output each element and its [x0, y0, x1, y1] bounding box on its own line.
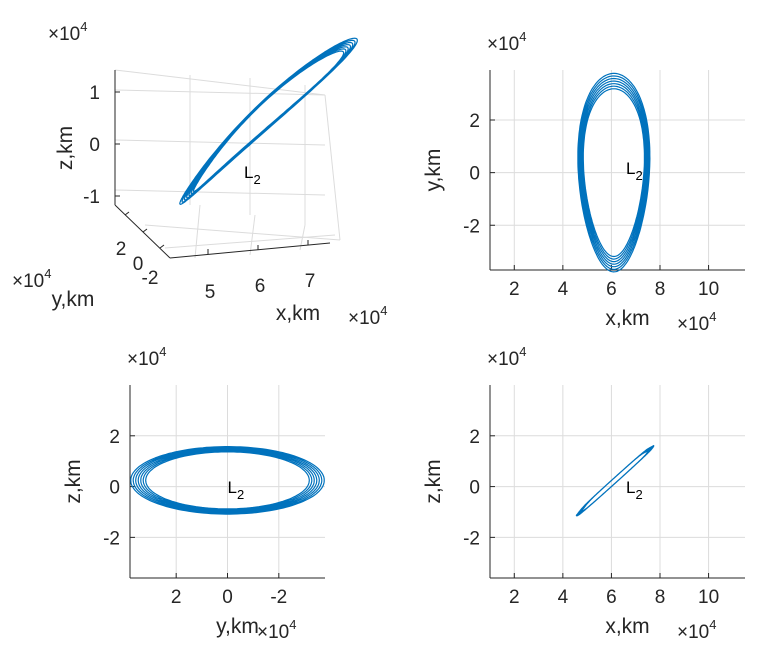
axes: [489, 385, 745, 579]
grid-lines: [490, 70, 745, 270]
panel-xz-projection: 2 4 6 8 10 2 0 -2 x,km z,km ×104 ×104 L2: [422, 344, 745, 643]
svg-text:×104: ×104: [12, 266, 51, 292]
y-exponent-label: ×104: [12, 266, 51, 292]
l2-annotation: L2: [626, 159, 643, 183]
y-tick-label: 2: [109, 427, 120, 448]
x-tick-label: 10: [698, 587, 719, 608]
grid-3d: [114, 69, 341, 259]
svg-text:×104: ×104: [348, 303, 387, 329]
x-tick-label: 8: [655, 587, 666, 608]
x-tick-label: 0: [222, 587, 233, 608]
y-axis-label: y,km: [422, 149, 445, 192]
y-tick-label: -2: [463, 528, 480, 549]
x-exponent-label: ×104: [677, 309, 716, 335]
orbit-line: [577, 72, 651, 273]
x-tick-labels: 5 6 7: [205, 271, 316, 303]
y-tick-label: 2: [469, 427, 480, 448]
x-axis-label: y,km: [216, 615, 259, 638]
tick-label: 7: [305, 271, 316, 292]
y-tick-label: -2: [463, 216, 480, 237]
y-tick-labels: 2 0 -2: [116, 239, 159, 289]
grid-lines: [490, 385, 745, 578]
panel-3d-view: 1 0 -1 5 6 7 2 0 -2 z,km x,km y,km ×104 …: [12, 19, 387, 329]
y-axis-label: z,km: [422, 459, 445, 503]
x-axis-label: x,km: [276, 302, 320, 325]
y-exponent-label: ×104: [487, 344, 526, 370]
x-tick-label: -2: [270, 587, 287, 608]
x-tick-label: 2: [509, 587, 520, 608]
y-tick-label: 2: [469, 111, 480, 132]
grid-lines: [130, 385, 325, 578]
panel-yz-projection: 2 0 -2 2 0 -2 y,km z,km ×104 ×104 L2: [62, 344, 325, 643]
tick-label: 5: [205, 282, 216, 303]
tick-label: 0: [133, 254, 144, 275]
z-axis-label: z,km: [54, 126, 77, 170]
x-tick-label: 4: [558, 279, 569, 300]
axes: [489, 70, 745, 271]
x-axis-label: x,km: [605, 307, 649, 330]
tick-label: -1: [83, 187, 100, 208]
l2-annotation: L2: [244, 163, 261, 187]
orbit-line: [575, 445, 655, 517]
panel-xy-projection: 2 4 6 8 10 2 0 -2 x,km y,km ×104 ×104 L2: [422, 29, 745, 335]
axes: [129, 385, 325, 579]
x-tick-label: 6: [606, 279, 617, 300]
svg-text:×104: ×104: [48, 19, 87, 45]
y-exponent-label: ×104: [127, 344, 166, 370]
axes-3d: [114, 70, 331, 259]
y-axis-label: y,km: [52, 288, 95, 311]
l2-annotation: L2: [626, 478, 643, 502]
y-tick-label: 0: [109, 478, 120, 499]
tick-label: 1: [89, 83, 100, 104]
y-tick-label: 0: [469, 478, 480, 499]
x-tick-label: 10: [698, 279, 719, 300]
y-exponent-label: ×104: [487, 29, 526, 55]
tick-label: 0: [89, 135, 100, 156]
x-tick-label: 6: [606, 587, 617, 608]
x-exponent-label: ×104: [257, 617, 296, 643]
z-exponent-label: ×104: [48, 19, 87, 45]
y-tick-label: -2: [103, 528, 120, 549]
svg-text:L2: L2: [244, 163, 261, 187]
x-tick-label: 8: [655, 279, 666, 300]
l2-annotation: L2: [228, 478, 245, 502]
x-tick-label: 2: [509, 279, 520, 300]
orbit-series-3d: [179, 37, 358, 205]
orbit-line: [130, 446, 325, 515]
x-tick-label: 2: [171, 587, 182, 608]
y-tick-label: 0: [469, 164, 480, 185]
x-tick-label: 4: [558, 587, 569, 608]
orbit-line-3d: [179, 37, 358, 205]
tick-label: 2: [116, 239, 127, 260]
x-axis-label: x,km: [605, 615, 649, 638]
y-axis-label: z,km: [62, 459, 85, 503]
x-exponent-label: ×104: [348, 303, 387, 329]
tick-label: 6: [255, 276, 266, 297]
tick-label: -2: [142, 268, 159, 289]
z-tick-labels: 1 0 -1: [83, 83, 100, 208]
x-exponent-label: ×104: [677, 617, 716, 643]
